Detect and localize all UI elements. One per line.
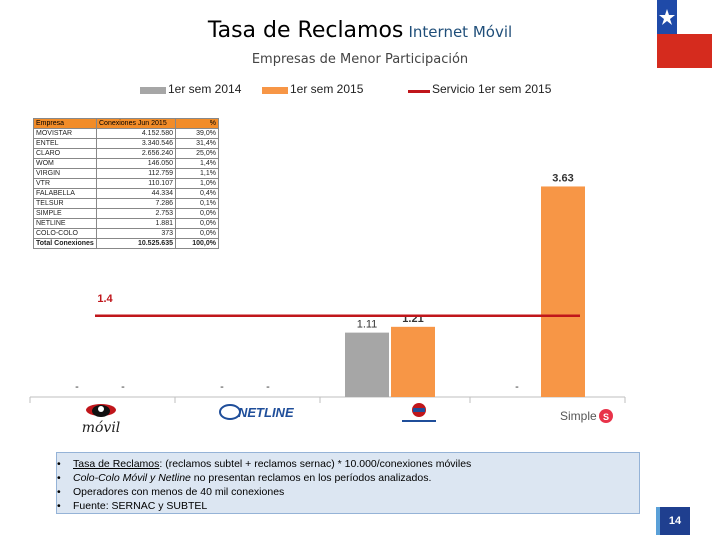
svg-text:móvil: móvil [82,420,121,436]
legend-line-service [408,90,430,93]
note-item: • Operadores con menos de 40 mil conexio… [57,485,639,499]
note-text: Operadores con menos de 40 mil conexione… [73,486,285,498]
bullet: • [57,500,61,512]
telsur-logo [398,402,440,426]
svg-text:NETLINE: NETLINE [238,405,294,420]
note-item: • Fuente: SERNAC y SUBTEL [57,499,639,513]
chart-subtitle: Empresas de Menor Participación [251,52,469,67]
legend-swatch-2015 [262,87,288,94]
legend-label-2015: 1er sem 2015 [290,82,364,96]
svg-text:Simple: Simple [560,409,597,423]
bar-2015-3 [541,186,585,397]
notes-box: • Tasa de Reclamos: (reclamos subtel + r… [56,452,640,514]
table-row: ENTEL 3.340.546 31,4% [33,138,219,149]
data-label: - [121,381,125,393]
data-label: - [266,381,270,393]
note-text: Fuente: SERNAC y SUBTEL [73,500,208,512]
title-sub: Internet Móvil [408,23,513,41]
svg-text:S: S [603,412,609,422]
page-title: Tasa de Reclamos Internet Móvil [0,18,720,43]
page-number: 14 [656,507,690,535]
note-text: no presentan reclamos en los períodos an… [190,472,432,484]
bullet: • [57,472,61,484]
flag-icon [657,0,712,68]
bar-2014-2 [345,332,389,397]
connections-table: Empresa Conexiones Jun 2015 % MOVISTAR 4.… [33,118,219,249]
reference-line-label: 1.4 [97,293,113,305]
note-term: Tasa de Reclamos [73,458,160,470]
data-label: 1.11 [357,319,378,331]
legend-label-service: Servicio 1er sem 2015 [432,82,552,96]
title-main: Tasa de Reclamos [207,18,404,43]
colo-colo-movil-logo: móvil [68,402,134,436]
data-label: 3.63 [552,172,573,184]
bar-2015-2 [391,326,435,397]
netline-logo: NETLINE [218,402,316,422]
table-cell: 100,0% [175,238,219,249]
simple-logo: Simple S [560,406,616,426]
note-item: • Colo-Colo Móvil y Netline no presentan… [57,471,639,485]
legend-label-2014: 1er sem 2014 [168,82,242,96]
data-label: - [220,381,224,393]
legend-swatch-2014 [140,87,166,94]
table-total-row: Total Conexiones 10.525.635 100,0% [33,238,219,249]
note-item: • Tasa de Reclamos: (reclamos subtel + r… [57,457,639,471]
note-text: : (reclamos subtel + reclamos sernac) * … [159,458,472,470]
note-term: Colo-Colo Móvil y Netline [73,472,191,484]
bullet: • [57,486,61,498]
data-label: - [515,381,519,393]
bullet: • [57,458,61,470]
table-body: MOVISTAR 4.152.580 39,0% ENTEL 3.340.546 31,4… [33,128,219,249]
data-label: - [75,381,79,393]
